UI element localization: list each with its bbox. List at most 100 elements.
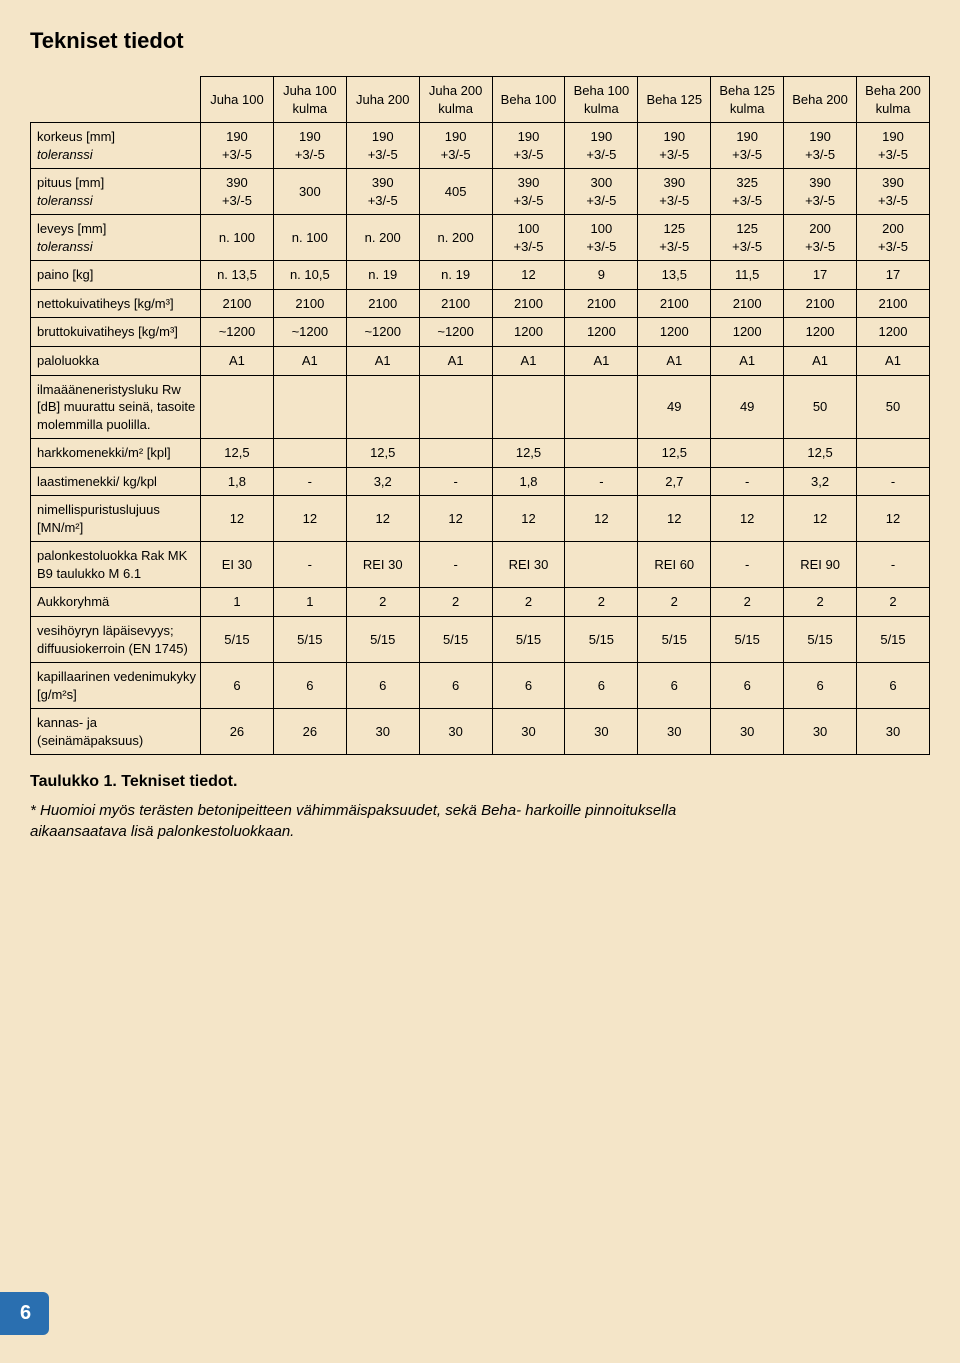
table-cell: 2100 bbox=[492, 289, 565, 318]
table-cell: 13,5 bbox=[638, 261, 711, 290]
table-cell: n. 19 bbox=[346, 261, 419, 290]
table-cell: 1200 bbox=[711, 318, 784, 347]
table-cell: 6 bbox=[565, 663, 638, 709]
table-cell: 300+3/-5 bbox=[565, 169, 638, 215]
table-row: bruttokuivatiheys [kg/m³]~1200~1200~1200… bbox=[31, 318, 930, 347]
table-cell: 6 bbox=[784, 663, 857, 709]
table-cell: 2 bbox=[419, 588, 492, 617]
table-cell: 2,7 bbox=[638, 467, 711, 496]
table-cell: - bbox=[273, 467, 346, 496]
table-cell: REI 30 bbox=[346, 542, 419, 588]
table-cell bbox=[419, 439, 492, 468]
table-cell: 12 bbox=[565, 496, 638, 542]
table-row: paloluokkaA1A1A1A1A1A1A1A1A1A1 bbox=[31, 347, 930, 376]
table-cell: 11,5 bbox=[711, 261, 784, 290]
table-cell: 6 bbox=[201, 663, 274, 709]
table-cell bbox=[201, 375, 274, 439]
table-row: Aukkoryhmä1122222222 bbox=[31, 588, 930, 617]
table-cell: 190+3/-5 bbox=[419, 123, 492, 169]
table-cell: - bbox=[419, 467, 492, 496]
table-cell: 190+3/-5 bbox=[784, 123, 857, 169]
row-label: bruttokuivatiheys [kg/m³] bbox=[31, 318, 201, 347]
table-cell: REI 90 bbox=[784, 542, 857, 588]
table-caption: Taulukko 1. Tekniset tiedot. bbox=[30, 773, 930, 791]
row-label: leveys [mm]toleranssi bbox=[31, 215, 201, 261]
table-cell: - bbox=[711, 467, 784, 496]
col-header: Juha 100 kulma bbox=[273, 77, 346, 123]
table-cell: ~1200 bbox=[273, 318, 346, 347]
table-cell: A1 bbox=[273, 347, 346, 376]
row-label: ilmaääneneristysluku Rw [dB] muurattu se… bbox=[31, 375, 201, 439]
table-cell: A1 bbox=[711, 347, 784, 376]
table-row: pituus [mm]toleranssi390+3/-5300390+3/-5… bbox=[31, 169, 930, 215]
table-body: korkeus [mm]toleranssi190+3/-5190+3/-519… bbox=[31, 123, 930, 755]
table-header: Juha 100 Juha 100 kulma Juha 200 Juha 20… bbox=[31, 77, 930, 123]
table-cell: 1200 bbox=[857, 318, 930, 347]
col-header: Beha 125 bbox=[638, 77, 711, 123]
table-cell: n. 13,5 bbox=[201, 261, 274, 290]
table-cell: 5/15 bbox=[711, 617, 784, 663]
table-cell: 12 bbox=[711, 496, 784, 542]
table-cell: 1 bbox=[273, 588, 346, 617]
table-row: kapillaarinen vedenimukyky [g/m²s]666666… bbox=[31, 663, 930, 709]
table-cell: 2 bbox=[638, 588, 711, 617]
table-cell: 12,5 bbox=[346, 439, 419, 468]
row-label: nimellispuristuslujuus [MN/m²] bbox=[31, 496, 201, 542]
table-cell: 2100 bbox=[419, 289, 492, 318]
table-cell: 190+3/-5 bbox=[711, 123, 784, 169]
row-label: paloluokka bbox=[31, 347, 201, 376]
page-title: Tekniset tiedot bbox=[30, 28, 930, 54]
table-cell: - bbox=[273, 542, 346, 588]
table-cell: 190+3/-5 bbox=[346, 123, 419, 169]
table-cell: 390+3/-5 bbox=[857, 169, 930, 215]
table-cell: 390+3/-5 bbox=[492, 169, 565, 215]
table-cell: 50 bbox=[857, 375, 930, 439]
col-header: Juha 200 bbox=[346, 77, 419, 123]
table-cell: 5/15 bbox=[419, 617, 492, 663]
table-cell bbox=[273, 375, 346, 439]
table-cell: 6 bbox=[492, 663, 565, 709]
row-label: pituus [mm]toleranssi bbox=[31, 169, 201, 215]
table-cell: 6 bbox=[273, 663, 346, 709]
table-cell: 12 bbox=[492, 496, 565, 542]
table-cell: A1 bbox=[857, 347, 930, 376]
row-label: kannas- ja (seinämäpaksuus) bbox=[31, 709, 201, 755]
table-row: vesihöyryn läpäisevyys; diffuusiokerroin… bbox=[31, 617, 930, 663]
row-label: laastimenekki/ kg/kpl bbox=[31, 467, 201, 496]
table-cell: A1 bbox=[565, 347, 638, 376]
table-row: laastimenekki/ kg/kpl1,8-3,2-1,8-2,7-3,2… bbox=[31, 467, 930, 496]
table-cell: 2100 bbox=[201, 289, 274, 318]
row-label: kapillaarinen vedenimukyky [g/m²s] bbox=[31, 663, 201, 709]
table-cell: 190+3/-5 bbox=[638, 123, 711, 169]
table-cell: 12 bbox=[273, 496, 346, 542]
table-cell: 6 bbox=[857, 663, 930, 709]
table-row: harkkomenekki/m² [kpl]12,512,512,512,512… bbox=[31, 439, 930, 468]
table-cell: 12 bbox=[857, 496, 930, 542]
table-cell: 49 bbox=[711, 375, 784, 439]
table-cell: 30 bbox=[346, 709, 419, 755]
table-cell: 2100 bbox=[857, 289, 930, 318]
table-cell: 2100 bbox=[784, 289, 857, 318]
table-cell: 390+3/-5 bbox=[346, 169, 419, 215]
table-cell: 30 bbox=[638, 709, 711, 755]
table-row: korkeus [mm]toleranssi190+3/-5190+3/-519… bbox=[31, 123, 930, 169]
table-cell: 5/15 bbox=[492, 617, 565, 663]
table-cell bbox=[711, 439, 784, 468]
table-cell: 12 bbox=[492, 261, 565, 290]
table-cell: A1 bbox=[492, 347, 565, 376]
table-cell: - bbox=[857, 467, 930, 496]
table-cell: 190+3/-5 bbox=[273, 123, 346, 169]
table-row: ilmaääneneristysluku Rw [dB] muurattu se… bbox=[31, 375, 930, 439]
row-label: paino [kg] bbox=[31, 261, 201, 290]
table-row: paino [kg]n. 13,5n. 10,5n. 19n. 1912913,… bbox=[31, 261, 930, 290]
table-cell: 30 bbox=[492, 709, 565, 755]
table-cell: 2 bbox=[346, 588, 419, 617]
table-cell: 12,5 bbox=[201, 439, 274, 468]
row-label: korkeus [mm]toleranssi bbox=[31, 123, 201, 169]
table-cell: REI 60 bbox=[638, 542, 711, 588]
table-cell: A1 bbox=[419, 347, 492, 376]
table-cell: 2 bbox=[565, 588, 638, 617]
table-cell: 190+3/-5 bbox=[565, 123, 638, 169]
table-cell: n. 100 bbox=[201, 215, 274, 261]
table-cell: 12 bbox=[784, 496, 857, 542]
